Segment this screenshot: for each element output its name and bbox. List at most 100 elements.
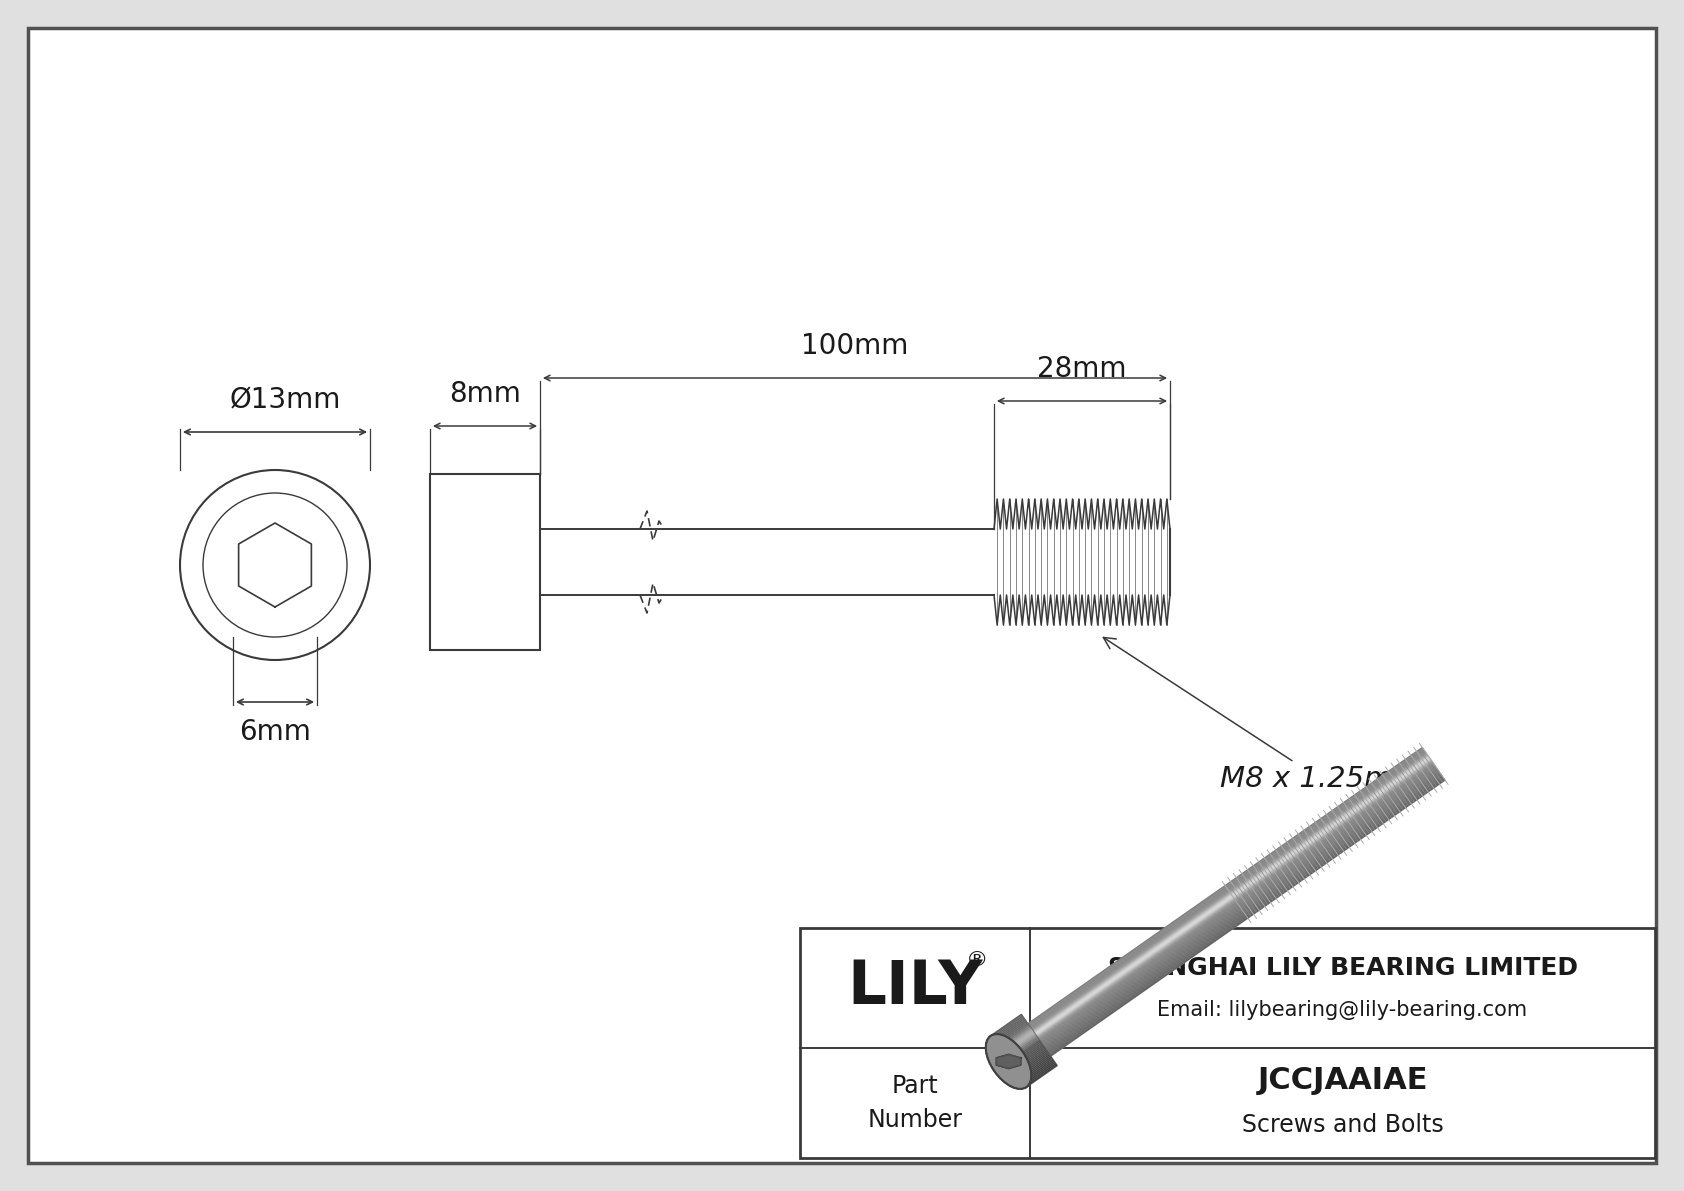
Polygon shape xyxy=(1032,755,1428,1031)
Polygon shape xyxy=(1044,772,1440,1048)
Polygon shape xyxy=(1010,1042,1042,1065)
Polygon shape xyxy=(1007,1039,1039,1061)
Polygon shape xyxy=(1049,779,1445,1055)
Polygon shape xyxy=(1014,1048,1046,1071)
Text: Ø13mm: Ø13mm xyxy=(229,386,340,414)
Polygon shape xyxy=(1047,777,1443,1053)
Polygon shape xyxy=(1012,1045,1044,1068)
Polygon shape xyxy=(1044,771,1438,1047)
Polygon shape xyxy=(1029,750,1425,1027)
Polygon shape xyxy=(1015,1050,1047,1073)
Polygon shape xyxy=(1015,1049,1046,1072)
Polygon shape xyxy=(1019,1054,1051,1077)
Polygon shape xyxy=(1041,766,1435,1042)
Polygon shape xyxy=(1009,1040,1041,1062)
Text: 28mm: 28mm xyxy=(1037,355,1127,384)
Polygon shape xyxy=(1046,773,1440,1049)
Polygon shape xyxy=(1034,755,1428,1033)
Polygon shape xyxy=(1019,1055,1051,1078)
Polygon shape xyxy=(1041,766,1435,1042)
Text: JCCJAAIAE: JCCJAAIAE xyxy=(1258,1066,1428,1096)
Polygon shape xyxy=(999,1024,1029,1047)
Polygon shape xyxy=(1041,767,1436,1043)
Text: 100mm: 100mm xyxy=(802,332,909,360)
Polygon shape xyxy=(1047,775,1443,1053)
Polygon shape xyxy=(1034,756,1430,1034)
Polygon shape xyxy=(1021,1056,1052,1079)
Polygon shape xyxy=(999,1025,1031,1048)
Text: LILY: LILY xyxy=(847,959,983,1017)
Polygon shape xyxy=(1046,773,1440,1049)
Polygon shape xyxy=(1009,1041,1041,1064)
Polygon shape xyxy=(1036,760,1431,1036)
Polygon shape xyxy=(1034,755,1428,1031)
Polygon shape xyxy=(1049,778,1443,1054)
Polygon shape xyxy=(1036,759,1430,1035)
Text: SHANGHAI LILY BEARING LIMITED: SHANGHAI LILY BEARING LIMITED xyxy=(1108,956,1578,980)
Polygon shape xyxy=(1041,765,1435,1042)
Bar xyxy=(800,928,1655,1158)
Polygon shape xyxy=(1000,1029,1032,1052)
Polygon shape xyxy=(1024,1064,1056,1086)
Polygon shape xyxy=(1034,757,1430,1034)
Text: 8mm: 8mm xyxy=(450,380,520,409)
Polygon shape xyxy=(1046,774,1442,1050)
Polygon shape xyxy=(1049,778,1443,1055)
Polygon shape xyxy=(1031,752,1425,1028)
Polygon shape xyxy=(997,1023,1029,1046)
Polygon shape xyxy=(994,1018,1026,1041)
Polygon shape xyxy=(992,1016,1024,1039)
Polygon shape xyxy=(1047,775,1442,1052)
Polygon shape xyxy=(1017,1053,1049,1075)
Polygon shape xyxy=(1047,774,1442,1052)
Polygon shape xyxy=(1049,777,1443,1054)
Polygon shape xyxy=(1026,1065,1058,1087)
Bar xyxy=(429,474,541,650)
Polygon shape xyxy=(1027,748,1423,1024)
Polygon shape xyxy=(1037,761,1433,1039)
Text: Screws and Bolts: Screws and Bolts xyxy=(1241,1112,1443,1136)
Polygon shape xyxy=(1036,759,1431,1036)
Text: Part
Number: Part Number xyxy=(867,1074,963,1131)
Polygon shape xyxy=(1042,768,1436,1045)
Polygon shape xyxy=(1037,761,1431,1037)
Polygon shape xyxy=(1046,774,1442,1050)
Polygon shape xyxy=(1042,768,1436,1045)
Polygon shape xyxy=(1042,769,1438,1046)
Polygon shape xyxy=(1002,1031,1034,1054)
Polygon shape xyxy=(1039,763,1433,1040)
Polygon shape xyxy=(1007,1037,1039,1060)
Polygon shape xyxy=(1022,1059,1054,1081)
Polygon shape xyxy=(1036,757,1430,1035)
Polygon shape xyxy=(1032,754,1426,1030)
Polygon shape xyxy=(995,1021,1027,1043)
Polygon shape xyxy=(995,1022,1027,1045)
Text: 6mm: 6mm xyxy=(239,718,312,746)
Polygon shape xyxy=(1039,763,1435,1041)
Ellipse shape xyxy=(985,1034,1031,1089)
Polygon shape xyxy=(994,1019,1026,1042)
Polygon shape xyxy=(1012,1043,1042,1067)
Polygon shape xyxy=(1021,1058,1052,1080)
Polygon shape xyxy=(1014,1047,1044,1070)
Polygon shape xyxy=(1042,768,1438,1046)
Polygon shape xyxy=(1031,750,1425,1028)
Polygon shape xyxy=(1046,772,1440,1049)
Polygon shape xyxy=(1029,749,1425,1027)
Polygon shape xyxy=(1032,754,1426,1030)
Polygon shape xyxy=(990,1015,1022,1037)
Polygon shape xyxy=(1004,1033,1034,1055)
Polygon shape xyxy=(1032,753,1426,1029)
Polygon shape xyxy=(1022,1060,1054,1084)
Polygon shape xyxy=(1002,1030,1032,1053)
Polygon shape xyxy=(1024,1061,1056,1085)
Polygon shape xyxy=(1004,1034,1036,1056)
Polygon shape xyxy=(1034,756,1428,1033)
Polygon shape xyxy=(1005,1035,1037,1058)
Text: ®: ® xyxy=(967,949,989,969)
Polygon shape xyxy=(1044,769,1438,1047)
Text: Email: lilybearing@lily-bearing.com: Email: lilybearing@lily-bearing.com xyxy=(1157,999,1527,1019)
Polygon shape xyxy=(1037,761,1431,1037)
Text: M8 x 1.25mm: M8 x 1.25mm xyxy=(1103,637,1421,793)
Polygon shape xyxy=(1031,752,1426,1029)
